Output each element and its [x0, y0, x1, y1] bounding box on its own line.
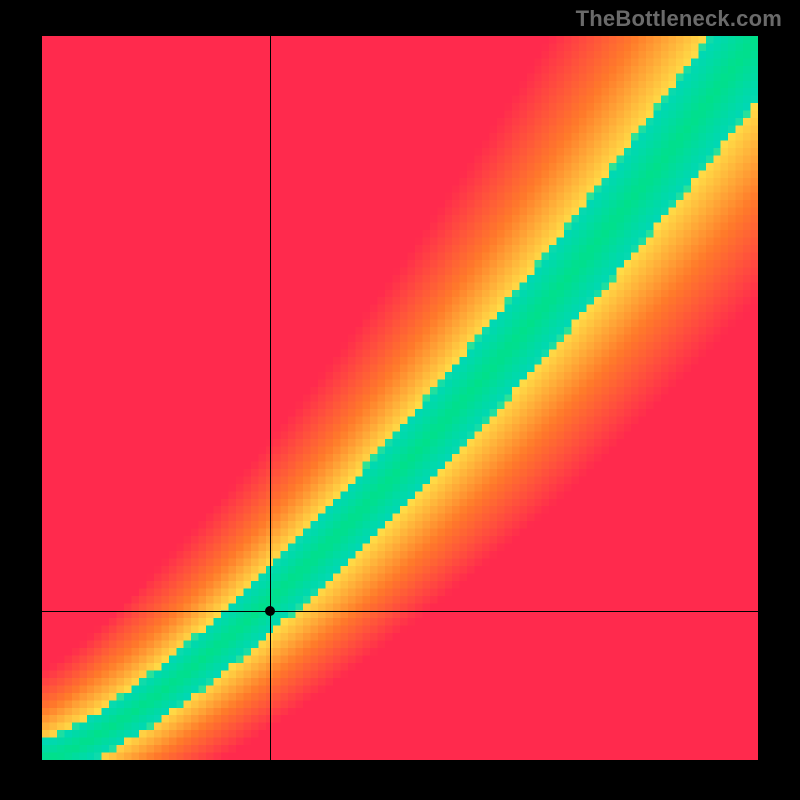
- watermark-text: TheBottleneck.com: [576, 6, 782, 32]
- crosshair-vertical: [270, 36, 271, 760]
- crosshair-horizontal: [42, 611, 758, 612]
- chart-container: TheBottleneck.com: [0, 0, 800, 800]
- heatmap-plot: [42, 36, 758, 760]
- heatmap-canvas: [42, 36, 758, 760]
- intersection-marker: [265, 606, 275, 616]
